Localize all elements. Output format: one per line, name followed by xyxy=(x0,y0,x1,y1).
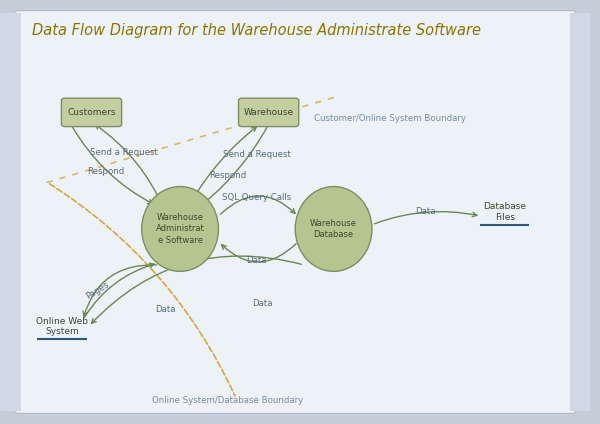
Text: Respond: Respond xyxy=(209,171,247,181)
FancyBboxPatch shape xyxy=(61,98,122,127)
Text: SQL Query Calls: SQL Query Calls xyxy=(222,192,292,202)
Text: Respond: Respond xyxy=(88,167,125,176)
Text: Customer/Online System Boundary: Customer/Online System Boundary xyxy=(314,114,466,123)
Ellipse shape xyxy=(142,187,218,271)
Text: Send a Request: Send a Request xyxy=(223,150,291,159)
Text: Data: Data xyxy=(155,305,176,314)
FancyBboxPatch shape xyxy=(15,11,575,413)
FancyBboxPatch shape xyxy=(239,98,299,127)
FancyBboxPatch shape xyxy=(0,13,20,411)
Text: Send a Request: Send a Request xyxy=(90,148,158,157)
Ellipse shape xyxy=(295,187,372,271)
Text: Data: Data xyxy=(247,256,267,265)
Text: Customers: Customers xyxy=(67,108,116,117)
FancyBboxPatch shape xyxy=(570,13,590,411)
Text: Data: Data xyxy=(253,298,273,308)
Text: Online System/Database Boundary: Online System/Database Boundary xyxy=(152,396,303,405)
Text: Warehouse
Administrat
e Software: Warehouse Administrat e Software xyxy=(156,213,205,245)
Text: Data Flow Diagram for the Warehouse Administrate Software: Data Flow Diagram for the Warehouse Admi… xyxy=(32,23,481,38)
Text: Data: Data xyxy=(415,207,436,217)
Text: Pages: Pages xyxy=(84,280,110,301)
Text: Warehouse: Warehouse xyxy=(244,108,294,117)
Text: Online Web
System: Online Web System xyxy=(36,317,88,336)
Text: Warehouse
Database: Warehouse Database xyxy=(310,219,357,239)
Text: Database
Files: Database Files xyxy=(484,202,526,222)
